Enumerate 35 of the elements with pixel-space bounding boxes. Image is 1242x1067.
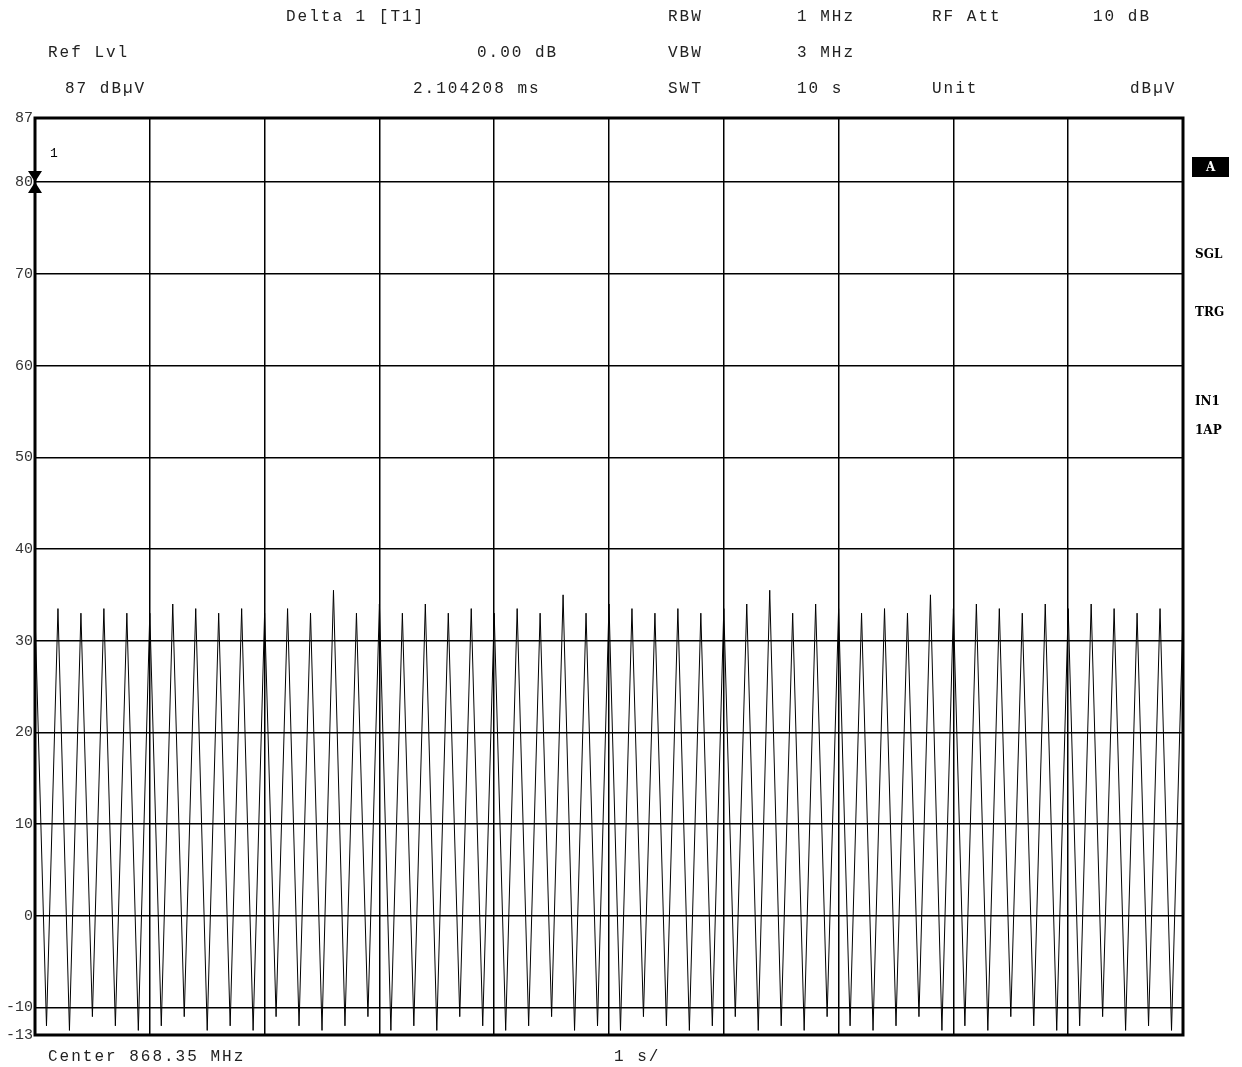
annotation: 1 (50, 146, 58, 161)
y-tick-label: 30 (14, 632, 33, 650)
text: Delta 1 [T1] (286, 8, 426, 26)
text: 10 s (797, 80, 844, 98)
text: RBW (668, 8, 703, 26)
text: 3 MHz (797, 44, 856, 62)
y-tick-label: 60 (14, 357, 33, 375)
y-tick-label: 20 (14, 724, 33, 742)
y-tick-label: -10 (5, 999, 33, 1017)
text: A (1192, 157, 1230, 177)
text: 1 MHz (797, 8, 856, 26)
text: 2.104208 ms (413, 80, 541, 98)
text: TRG (1195, 305, 1225, 319)
text: SGL (1195, 247, 1223, 261)
text: 1 s/ (614, 1048, 661, 1066)
text: 10 dB (1093, 8, 1152, 26)
y-tick-label: 0 (23, 907, 33, 925)
text: 87 dBµV (65, 80, 147, 98)
text: Unit (932, 80, 979, 98)
y-tick-label: 87 (14, 109, 33, 127)
text: VBW (668, 44, 703, 62)
y-tick-label: 10 (14, 816, 33, 834)
text: IN1 (1195, 394, 1220, 408)
y-tick-label: 80 (14, 174, 33, 192)
y-tick-label: 70 (14, 265, 33, 283)
y-tick-label: -13 (5, 1026, 33, 1044)
text: Center 868.35 MHz (48, 1048, 246, 1066)
text: RF Att (932, 8, 1002, 26)
text: dBµV (1130, 80, 1177, 98)
text: Ref Lvl (48, 44, 130, 62)
text: 1AP (1195, 423, 1222, 437)
text: SWT (668, 80, 703, 98)
y-tick-label: 50 (14, 449, 33, 467)
y-tick-label: 40 (14, 540, 33, 558)
text: 0.00 dB (477, 44, 559, 62)
